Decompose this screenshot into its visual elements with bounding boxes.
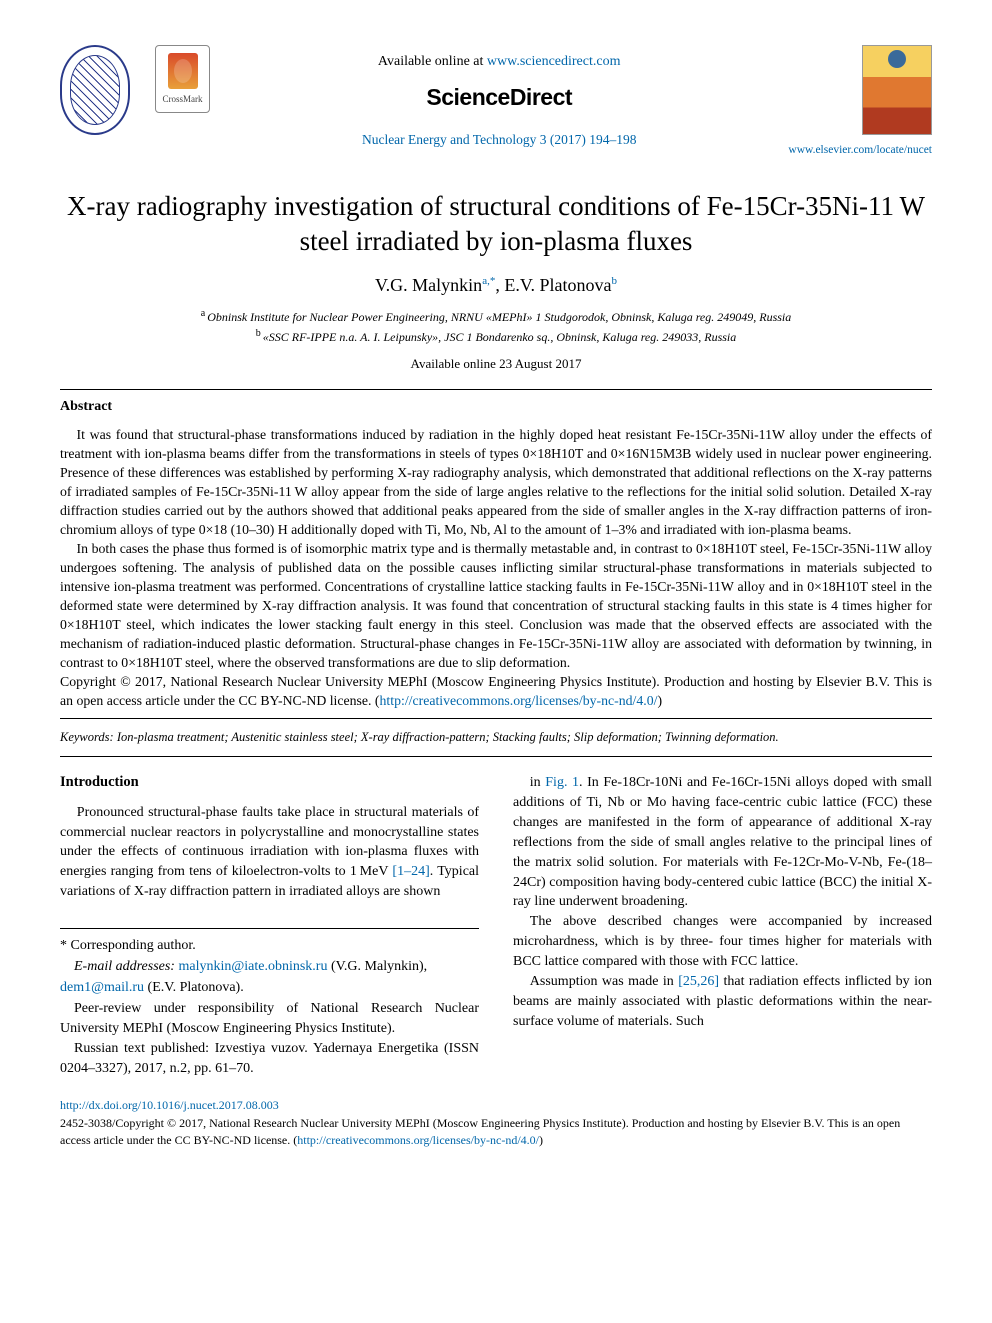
header-right: www.elsevier.com/locate/nucet [788,45,932,159]
abstract-p2: In both cases the phase thus formed is o… [60,539,932,672]
email-addresses-line-2: dem1@mail.ru (E.V. Platonova). [60,978,479,998]
citation-link-1-24[interactable]: [1–24] [392,864,429,879]
crossmark-label: CrossMark [163,93,203,105]
figure-ref-1[interactable]: Fig. 1 [545,775,579,790]
abstract-body: It was found that structural-phase trans… [60,425,932,710]
crossmark-badge[interactable]: CrossMark [155,45,210,113]
sciencedirect-url-link[interactable]: www.sciencedirect.com [487,54,621,69]
intro-p1: Pronounced structural-phase faults take … [60,803,479,902]
issn-copyright-line: 2452-3038/Copyright © 2017, National Res… [60,1115,932,1147]
author-list: V.G. Malynkina,*, E.V. Platonovab [60,273,932,297]
email-addresses-line: E-mail addresses: malynkin@iate.obninsk.… [60,957,479,977]
affiliation-a: aObninsk Institute for Nuclear Power Eng… [60,307,932,325]
intro-p4a: Assumption was made in [530,974,678,989]
journal-citation: Nuclear Energy and Technology 3 (2017) 1… [210,131,788,149]
affiliation-b-text: «SSC RF-IPPE n.a. A. I. Leipunsky», JSC … [263,330,737,344]
keywords-list: Ion-plasma treatment; Austenitic stainle… [114,730,779,744]
intro-p2a: in [530,775,545,790]
crossmark-icon [168,53,198,89]
sciencedirect-wordmark: ScienceDirect [210,82,788,113]
email-link-1[interactable]: malynkin@iate.obninsk.ru [178,959,327,974]
keywords-label: Keywords: [60,730,114,744]
footnotes-block: * Corresponding author. E-mail addresses… [60,928,479,1079]
article-title: X-ray radiography investigation of struc… [60,189,932,259]
author-2-name: E.V. Platonova [504,275,611,295]
available-online-line: Available online at www.sciencedirect.co… [210,53,788,72]
email-who-1: (V.G. Malynkin), [327,959,427,974]
issn-text-b: ) [539,1133,543,1147]
email-label: E-mail addresses: [74,959,175,974]
section-heading-introduction: Introduction [60,773,479,793]
citation-link-25-26[interactable]: [25,26] [678,974,719,989]
intro-p4: Assumption was made in [25,26] that radi… [513,972,932,1032]
author-sep: , [495,275,504,295]
email-link-2[interactable]: dem1@mail.ru [60,980,144,995]
available-prefix: Available online at [378,54,487,69]
intro-p2: in Fig. 1. In Fe-18Cr-10Ni and Fe-16Cr-1… [513,773,932,912]
article-body-columns: Introduction Pronounced structural-phase… [60,773,932,1079]
journal-citation-link[interactable]: Nuclear Energy and Technology 3 (2017) 1… [362,132,637,147]
cc-license-link-footer[interactable]: http://creativecommons.org/licenses/by-n… [297,1133,539,1147]
copyright-close: ) [657,693,662,708]
russian-text-note: Russian text published: Izvestiya vuzov.… [60,1039,479,1079]
mephi-logo-icon [60,45,130,135]
intro-p3: The above described changes were accompa… [513,912,932,972]
intro-p2b: . In Fe-18Cr-10Ni and Fe-16Cr-15Ni alloy… [513,775,932,909]
email-who-2: (E.V. Platonova). [144,980,244,995]
abstract-p1: It was found that structural-phase trans… [60,425,932,539]
header-left-logos: CrossMark [60,45,210,135]
doi-footer: http://dx.doi.org/10.1016/j.nucet.2017.0… [60,1097,932,1148]
affiliation-b: b«SSC RF-IPPE n.a. A. I. Leipunsky», JSC… [60,327,932,345]
peer-review-note: Peer-review under responsibility of Nati… [60,999,479,1039]
available-online-date: Available online 23 August 2017 [60,355,932,373]
corresponding-author-note: * Corresponding author. [60,936,479,956]
page-header: CrossMark Available online at www.scienc… [60,45,932,159]
author-2-affil-link[interactable]: b [612,275,618,287]
abstract-heading: Abstract [60,398,932,417]
abstract-copyright: Copyright © 2017, National Research Nucl… [60,672,932,710]
keywords-line: Keywords: Ion-plasma treatment; Austenit… [60,729,932,746]
author-1-affil-link[interactable]: a,* [482,275,495,287]
doi-link[interactable]: http://dx.doi.org/10.1016/j.nucet.2017.0… [60,1098,279,1112]
rule-above-abstract [60,389,932,390]
journal-cover-icon [862,45,932,135]
journal-locate-link[interactable]: www.elsevier.com/locate/nucet [788,144,932,156]
rule-below-keywords [60,756,932,757]
cc-license-link[interactable]: http://creativecommons.org/licenses/by-n… [380,693,658,708]
affiliation-a-text: Obninsk Institute for Nuclear Power Engi… [207,310,791,324]
rule-below-abstract [60,718,932,719]
header-center: Available online at www.sciencedirect.co… [210,45,788,149]
author-1-name: V.G. Malynkin [375,275,482,295]
